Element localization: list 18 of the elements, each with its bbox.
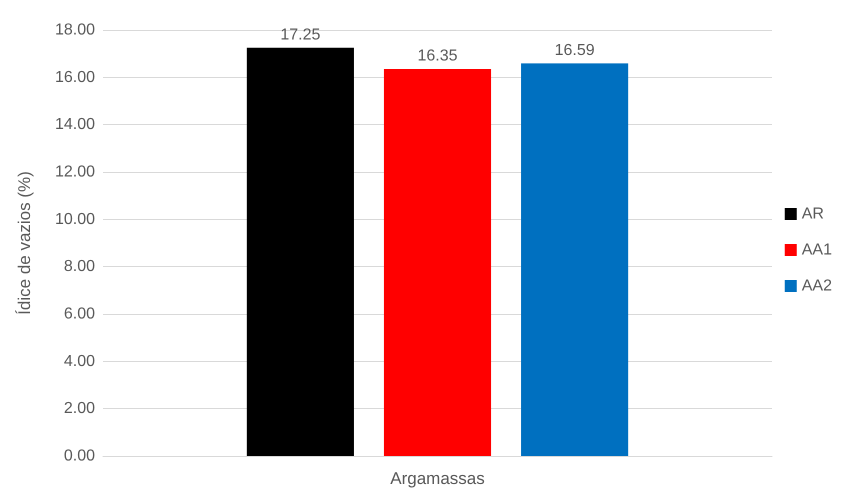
y-tick-label: 2.00 bbox=[64, 400, 96, 418]
y-tick-label: 16.00 bbox=[54, 68, 96, 86]
data-label: 16.59 bbox=[554, 42, 595, 59]
y-tick-label: 8.00 bbox=[64, 258, 96, 276]
y-tick-label: 14.00 bbox=[54, 116, 96, 134]
data-label: 17.25 bbox=[280, 26, 321, 44]
legend-label: AR bbox=[802, 206, 824, 222]
y-tick-label: 18.00 bbox=[54, 22, 96, 38]
legend-label: AA2 bbox=[802, 278, 832, 294]
x-axis-title: Argamassas bbox=[390, 469, 485, 488]
y-tick-label: 0.00 bbox=[64, 448, 96, 464]
y-tick-label: 12.00 bbox=[54, 164, 96, 180]
legend-label: AA1 bbox=[802, 242, 832, 258]
y-tick-label: 6.00 bbox=[64, 306, 96, 322]
y-tick-label: 10.00 bbox=[54, 210, 96, 228]
y-tick-label: 4.00 bbox=[64, 352, 96, 370]
data-label: 16.35 bbox=[417, 48, 458, 65]
y-axis-title: Ídice de vazios (%) bbox=[15, 171, 34, 315]
